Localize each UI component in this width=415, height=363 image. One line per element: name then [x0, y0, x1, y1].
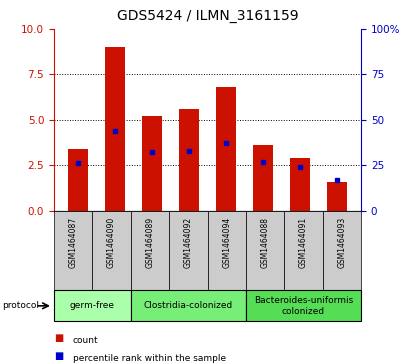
- Text: Clostridia-colonized: Clostridia-colonized: [144, 301, 233, 310]
- Bar: [131, 290, 246, 321]
- Text: Bacteroides-uniformis
colonized: Bacteroides-uniformis colonized: [254, 296, 353, 315]
- Text: count: count: [73, 336, 98, 345]
- Bar: [169, 211, 208, 290]
- Text: protocol: protocol: [2, 301, 39, 310]
- Text: GSM1464090: GSM1464090: [107, 217, 116, 268]
- Bar: [327, 182, 347, 211]
- Text: GSM1464087: GSM1464087: [68, 217, 78, 268]
- Text: GSM1464092: GSM1464092: [184, 217, 193, 268]
- Text: GSM1464091: GSM1464091: [299, 217, 308, 268]
- Text: GDS5424 / ILMN_3161159: GDS5424 / ILMN_3161159: [117, 9, 298, 23]
- Bar: [142, 116, 162, 211]
- Text: GSM1464088: GSM1464088: [261, 217, 270, 268]
- Bar: [68, 149, 88, 211]
- Bar: [284, 211, 323, 290]
- Text: percentile rank within the sample: percentile rank within the sample: [73, 354, 226, 363]
- Text: GSM1464094: GSM1464094: [222, 217, 231, 268]
- Bar: [246, 211, 284, 290]
- Text: GSM1464093: GSM1464093: [337, 217, 347, 268]
- Bar: [179, 109, 199, 211]
- Bar: [216, 87, 236, 211]
- Text: ■: ■: [54, 333, 63, 343]
- Bar: [246, 290, 361, 321]
- Bar: [105, 47, 125, 211]
- Bar: [54, 211, 93, 290]
- Bar: [290, 158, 310, 211]
- Text: ■: ■: [54, 351, 63, 361]
- Bar: [323, 211, 361, 290]
- Bar: [131, 211, 169, 290]
- Bar: [208, 211, 246, 290]
- Text: germ-free: germ-free: [70, 301, 115, 310]
- Bar: [253, 145, 273, 211]
- Text: GSM1464089: GSM1464089: [145, 217, 154, 268]
- Bar: [54, 290, 131, 321]
- Bar: [93, 211, 131, 290]
